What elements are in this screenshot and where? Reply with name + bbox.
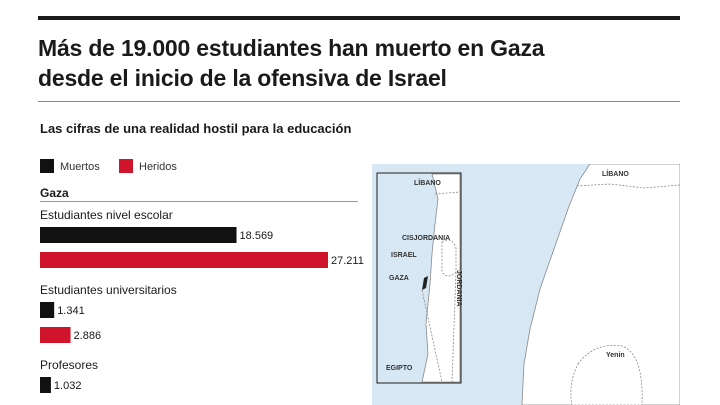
- map-inset-label-gaza: GAZA: [389, 275, 409, 282]
- map-land-main: [521, 164, 680, 405]
- map-west-bank: [570, 345, 643, 405]
- top-rule: [38, 16, 680, 20]
- map-label-lebanon: LÍBANO: [602, 171, 629, 178]
- headline-divider: [38, 101, 680, 102]
- legend-swatch-heridos: [119, 159, 133, 173]
- map-inset-label-jordan: JORDANIA: [455, 270, 462, 307]
- value-label-muertos-profesores: 1.032: [54, 380, 82, 392]
- map-label-yenin: Yenin: [606, 352, 625, 359]
- map-graphic: [372, 164, 680, 405]
- bar-muertos-estudiantes-nivel-escolar: [40, 227, 237, 243]
- headline: Más de 19.000 estudiantes han muerto en …: [38, 33, 680, 93]
- map-inset-frame: [376, 172, 462, 384]
- value-label-heridos-estudiantes-universitarios: 2.886: [74, 330, 102, 342]
- category-label-profesores: Profesores: [40, 358, 98, 372]
- map-inset-gaza: [422, 276, 428, 290]
- bar-chart: Estudiantes nivel escolar 18.569 27.211 Est…: [40, 208, 364, 393]
- legend-label-muertos: Muertos: [60, 161, 100, 173]
- map-inset-label-israel: ISRAEL: [391, 252, 417, 259]
- bar-muertos-profesores: [40, 377, 51, 393]
- region-label: Gaza: [40, 186, 69, 200]
- legend-label-heridos: Heridos: [139, 161, 177, 173]
- category-label-estudiantes-nivel-escolar: Estudiantes nivel escolar: [40, 208, 173, 222]
- map-inset-border-egypt: [421, 289, 443, 383]
- map-inset-border-lebanon: [434, 191, 461, 195]
- bar-muertos-estudiantes-universitarios: [40, 302, 55, 318]
- category-label-estudiantes-universitarios: Estudiantes universitarios: [40, 283, 177, 297]
- legend-item-muertos: Muertos: [40, 159, 100, 173]
- bar-heridos-estudiantes-universitarios: [40, 327, 71, 343]
- map-inset-west-bank: [441, 239, 457, 277]
- map: LÍBANO CISJORDANIA ISRAEL GAZA JORDANIA …: [372, 164, 680, 405]
- map-inset-land: [421, 173, 461, 383]
- subheadline: Las cifras de una realidad hostil para l…: [40, 121, 352, 136]
- map-inset-label-egypt: EGIPTO: [386, 365, 413, 372]
- map-inset-label-west-bank: CISJORDANIA: [402, 235, 451, 242]
- legend-swatch-muertos: [40, 159, 54, 173]
- legend-item-heridos: Heridos: [119, 159, 177, 173]
- region-divider: [40, 201, 358, 202]
- value-label-heridos-estudiantes-nivel-escolar: 27.211: [331, 255, 364, 267]
- map-border-lebanon: [576, 183, 680, 189]
- value-label-muertos-estudiantes-nivel-escolar: 18.569: [240, 230, 274, 242]
- headline-line-2: desde el inicio de la ofensiva de Israel: [38, 65, 447, 91]
- map-inset-border-jordan: [451, 271, 457, 383]
- value-label-muertos-estudiantes-universitarios: 1.341: [57, 305, 85, 317]
- bar-heridos-estudiantes-nivel-escolar: [40, 252, 328, 268]
- map-inset-label-lebanon: LÍBANO: [414, 180, 441, 187]
- headline-line-1: Más de 19.000 estudiantes han muerto en …: [38, 35, 545, 61]
